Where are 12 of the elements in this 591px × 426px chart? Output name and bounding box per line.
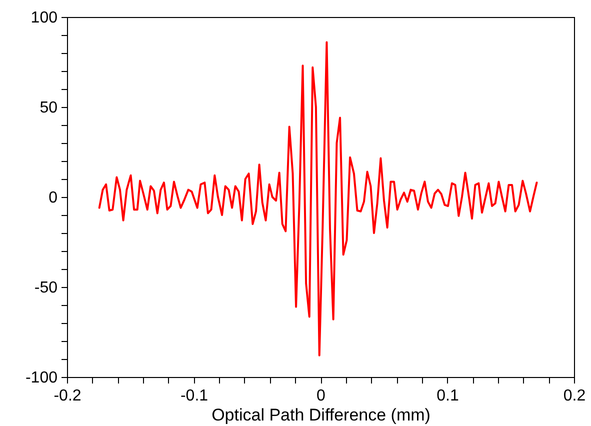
- y-tick-label: -50: [34, 280, 58, 296]
- y-tick-label: 100: [30, 10, 58, 26]
- y-tick-label: 0: [48, 190, 58, 206]
- x-axis-title: Optical Path Difference (mm): [212, 406, 430, 424]
- line-series: [98, 41, 538, 356]
- x-tick-label: 0.1: [436, 388, 459, 404]
- x-tick-label: -0.1: [180, 388, 208, 404]
- y-tick-label: -100: [25, 370, 58, 386]
- x-tick-label: -0.2: [54, 388, 82, 404]
- x-tick-label: 0.2: [563, 388, 586, 404]
- x-tick-label: 0: [316, 388, 326, 404]
- y-tick-label: 50: [40, 100, 58, 116]
